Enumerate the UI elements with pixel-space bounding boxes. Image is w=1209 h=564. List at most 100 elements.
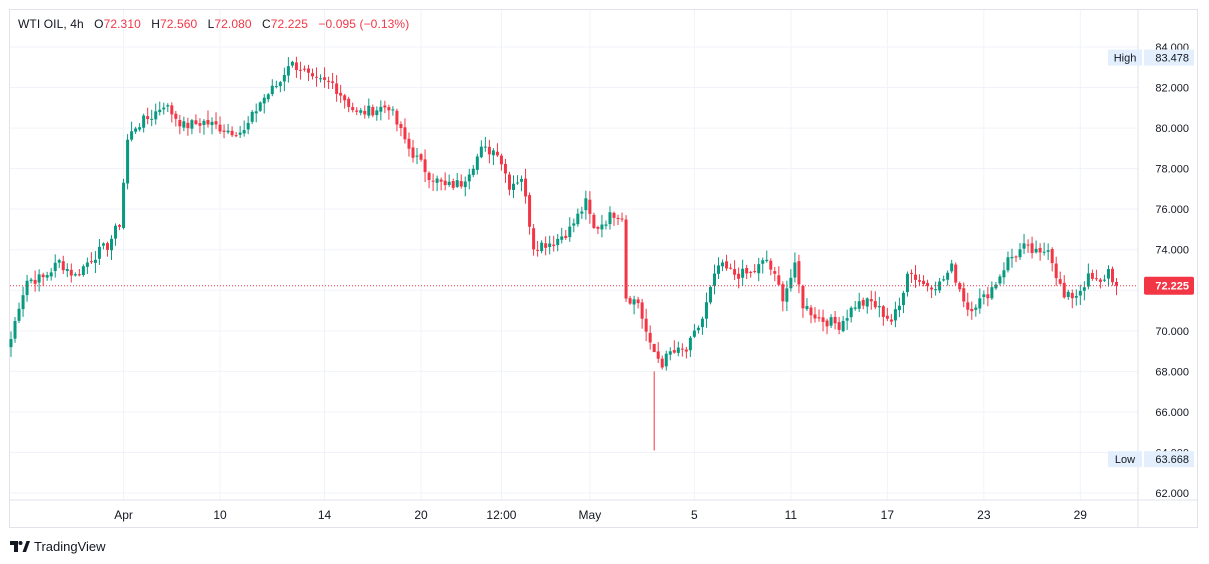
candle-body[interactable]: [1014, 256, 1018, 258]
candle-body[interactable]: [897, 305, 901, 310]
candle-body[interactable]: [837, 322, 841, 330]
candle-body[interactable]: [319, 78, 323, 80]
candle-body[interactable]: [588, 199, 592, 214]
candle-body[interactable]: [954, 264, 958, 283]
candle-body[interactable]: [849, 307, 853, 318]
candle-body[interactable]: [89, 261, 93, 263]
candle-body[interactable]: [982, 294, 986, 298]
candle-body[interactable]: [270, 85, 274, 95]
candle-body[interactable]: [512, 183, 515, 190]
candle-body[interactable]: [914, 274, 917, 280]
candle-body[interactable]: [1082, 287, 1086, 291]
candle-body[interactable]: [154, 111, 158, 120]
candle-body[interactable]: [178, 120, 182, 127]
candle-body[interactable]: [206, 119, 210, 125]
candle-body[interactable]: [114, 225, 118, 239]
candle-body[interactable]: [142, 115, 146, 128]
candle-body[interactable]: [29, 279, 33, 282]
candle-body[interactable]: [909, 272, 913, 274]
candle-body[interactable]: [359, 110, 363, 113]
candle-body[interactable]: [825, 320, 829, 327]
candle-body[interactable]: [495, 151, 499, 156]
candle-body[interactable]: [415, 155, 419, 157]
candle-body[interactable]: [1058, 279, 1062, 284]
candle-body[interactable]: [829, 317, 833, 326]
candle-body[interactable]: [214, 121, 218, 125]
candle-body[interactable]: [158, 109, 162, 113]
candle-body[interactable]: [507, 174, 511, 190]
candle-body[interactable]: [278, 82, 282, 87]
candle-body[interactable]: [640, 302, 644, 319]
candle-body[interactable]: [61, 261, 65, 271]
candle-body[interactable]: [901, 292, 905, 306]
candle-body[interactable]: [974, 307, 978, 310]
candle-body[interactable]: [174, 113, 178, 119]
candle-body[interactable]: [258, 102, 262, 111]
candle-body[interactable]: [459, 181, 463, 187]
candle-body[interactable]: [946, 272, 950, 280]
candle-body[interactable]: [1050, 249, 1054, 264]
candle-body[interactable]: [672, 350, 676, 353]
candle-body[interactable]: [926, 282, 930, 287]
candle-body[interactable]: [73, 274, 77, 276]
candle-body[interactable]: [210, 121, 214, 126]
candle-body[interactable]: [737, 273, 741, 279]
chart-frame[interactable]: [9, 9, 1198, 528]
candle-body[interactable]: [994, 284, 998, 289]
candle-body[interactable]: [81, 266, 85, 275]
candle-body[interactable]: [463, 181, 467, 188]
candle-body[interactable]: [817, 317, 821, 319]
candle-body[interactable]: [1038, 247, 1042, 253]
candle-body[interactable]: [664, 353, 668, 367]
candle-body[interactable]: [1074, 295, 1078, 298]
candle-body[interactable]: [725, 261, 729, 269]
candle-body[interactable]: [190, 120, 194, 129]
candle-body[interactable]: [1098, 279, 1102, 282]
candle-body[interactable]: [950, 263, 954, 272]
candle-body[interactable]: [218, 124, 222, 132]
candle-body[interactable]: [934, 289, 938, 291]
candle-body[interactable]: [262, 97, 266, 104]
candle-body[interactable]: [234, 135, 238, 137]
candle-body[interactable]: [93, 259, 97, 263]
candle-body[interactable]: [692, 330, 696, 337]
candle-body[interactable]: [596, 227, 600, 229]
candle-body[interactable]: [676, 347, 680, 353]
candle-body[interactable]: [560, 236, 564, 240]
candle-body[interactable]: [713, 273, 716, 286]
candle-body[interactable]: [315, 76, 319, 78]
candle-body[interactable]: [13, 321, 17, 339]
candle-body[interactable]: [1070, 293, 1074, 299]
candle-body[interactable]: [475, 156, 479, 170]
candle-body[interactable]: [548, 243, 552, 248]
candle-body[interactable]: [857, 301, 861, 309]
candle-body[interactable]: [893, 309, 897, 321]
candle-body[interactable]: [877, 306, 881, 308]
candle-body[interactable]: [833, 316, 837, 324]
candle-body[interactable]: [1034, 248, 1038, 253]
candle-body[interactable]: [540, 242, 544, 252]
candle-body[interactable]: [584, 198, 588, 211]
candle-body[interactable]: [419, 154, 423, 160]
candle-body[interactable]: [25, 280, 29, 296]
candle-body[interactable]: [146, 116, 150, 120]
candle-body[interactable]: [246, 122, 250, 130]
candle-body[interactable]: [652, 343, 656, 353]
candle-body[interactable]: [1054, 263, 1058, 279]
candle-body[interactable]: [467, 174, 471, 182]
candle-body[interactable]: [57, 260, 61, 263]
candle-body[interactable]: [355, 110, 359, 112]
candle-body[interactable]: [805, 306, 809, 310]
candle-body[interactable]: [869, 299, 873, 302]
candle-body[interactable]: [21, 295, 25, 310]
candle-body[interactable]: [708, 287, 712, 303]
candle-body[interactable]: [717, 265, 721, 274]
candle-body[interactable]: [363, 110, 367, 115]
candle-body[interactable]: [290, 61, 294, 66]
candle-body[interactable]: [813, 314, 817, 319]
candle-body[interactable]: [1106, 269, 1110, 279]
candle-body[interactable]: [503, 163, 507, 174]
candle-body[interactable]: [1022, 243, 1026, 249]
candle-body[interactable]: [110, 238, 113, 251]
